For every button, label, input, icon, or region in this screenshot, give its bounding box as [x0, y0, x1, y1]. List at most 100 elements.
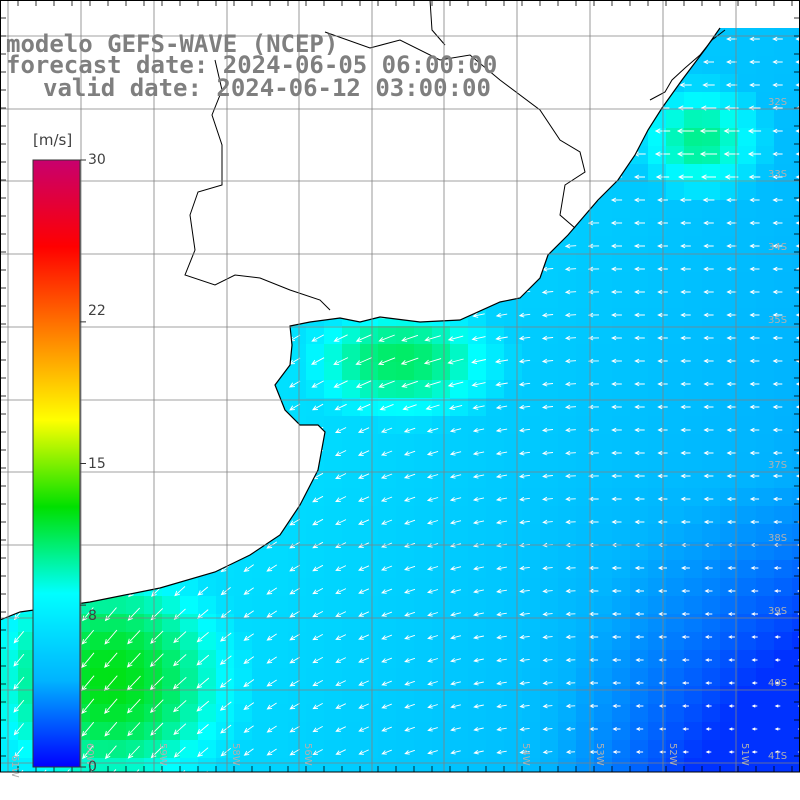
field-cell [738, 74, 757, 93]
field-cell [90, 650, 109, 669]
wind-arrow [773, 519, 782, 525]
field-cell [414, 506, 433, 525]
wind-arrow [266, 564, 278, 572]
field-cell [504, 398, 523, 417]
field-cell [648, 452, 667, 471]
colorbar-tick-22: 22 [88, 303, 106, 319]
wind-arrow [680, 404, 691, 410]
wind-arrow [611, 588, 622, 594]
field-cell [774, 290, 793, 309]
field-cell [540, 416, 559, 435]
wind-arrow [494, 358, 509, 364]
wind-arrow [544, 773, 552, 777]
field-cell [126, 722, 145, 741]
field-cell [324, 488, 343, 507]
field-cell [90, 740, 109, 759]
field-cell [432, 596, 451, 615]
lat-label: 41S [768, 751, 787, 762]
field-cell [234, 740, 253, 759]
field-cell [756, 326, 775, 345]
field-cell [756, 128, 775, 147]
field-cell [270, 758, 289, 772]
wind-arrow [196, 631, 209, 643]
field-cell [630, 668, 649, 687]
wind-arrow [243, 725, 254, 733]
field-cell [270, 704, 289, 723]
field-cell [702, 146, 721, 165]
wind-arrow [404, 657, 416, 663]
wind-arrow [358, 634, 370, 640]
field-cell [630, 254, 649, 273]
lat-label: 32S [768, 97, 787, 108]
wind-arrow [243, 771, 254, 772]
field-cell [378, 704, 397, 723]
wind-arrow [564, 381, 577, 387]
field-cell [594, 560, 613, 579]
field-cell [594, 614, 613, 633]
wind-arrow [681, 681, 689, 685]
field-cell [702, 272, 721, 291]
field-cell [756, 182, 775, 201]
wind-arrow [749, 289, 760, 295]
field-cell [522, 614, 541, 633]
field-cell [396, 470, 415, 489]
field-cell [666, 110, 685, 129]
field-cell [270, 632, 289, 651]
field-cell [252, 758, 271, 772]
field-cell [306, 614, 325, 633]
wind-arrow [635, 704, 644, 708]
field-cell [666, 506, 685, 525]
field-cell [270, 650, 289, 669]
wind-arrow [335, 519, 347, 525]
wind-arrow [358, 588, 370, 594]
field-cell [468, 344, 487, 363]
field-cell [720, 758, 739, 772]
wind-arrow [428, 773, 437, 777]
wind-arrow [451, 773, 460, 777]
field-cell [594, 506, 613, 525]
wind-arrow [772, 381, 783, 387]
field-cell [360, 632, 379, 651]
wind-arrow [680, 243, 691, 249]
field-cell [774, 38, 793, 57]
wind-arrow [312, 518, 324, 526]
field-cell [216, 704, 235, 723]
wind-arrow [635, 657, 644, 663]
field-cell [234, 560, 253, 579]
field-cell [396, 524, 415, 543]
field-cell [522, 506, 541, 525]
field-cell [720, 668, 739, 687]
field-cell [774, 722, 793, 741]
field-cell [360, 650, 379, 669]
field-cell [666, 542, 685, 561]
field-cell [432, 434, 451, 453]
wind-arrow [357, 473, 370, 479]
field-cell [180, 668, 199, 687]
field-cell [234, 650, 253, 669]
field-cell [612, 470, 631, 489]
field-cell [234, 596, 253, 615]
field-cell [0, 704, 19, 723]
field-cell [684, 398, 703, 417]
field-cell [378, 362, 397, 381]
field-cell [414, 380, 433, 399]
field-cell [522, 290, 541, 309]
field-cell [540, 578, 559, 597]
wind-arrow [173, 746, 186, 758]
field-cell [504, 416, 523, 435]
field-cell [594, 452, 613, 471]
wind-arrow [335, 657, 347, 663]
field-cell [108, 596, 127, 615]
field-cell [630, 686, 649, 705]
field-cell [288, 380, 307, 399]
field-cell [234, 632, 253, 651]
wind-arrow [81, 652, 95, 668]
field-cell [486, 416, 505, 435]
field-cell [738, 704, 757, 723]
field-cell [630, 506, 649, 525]
field-cell [270, 560, 289, 579]
field-cell [720, 182, 739, 201]
wind-arrow [312, 564, 324, 572]
field-cell [522, 524, 541, 543]
wind-arrow [243, 656, 255, 664]
